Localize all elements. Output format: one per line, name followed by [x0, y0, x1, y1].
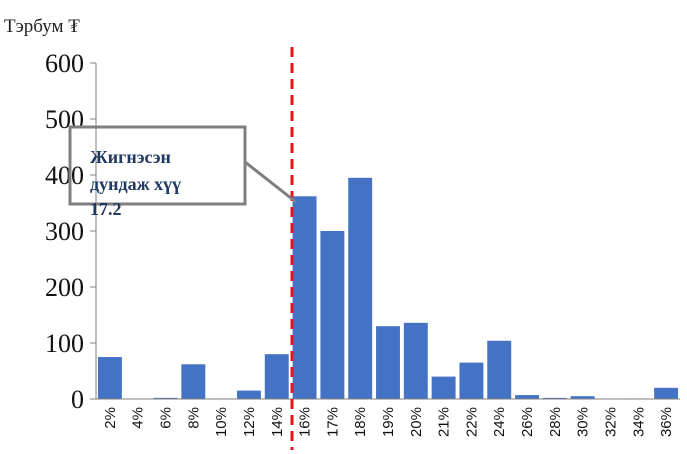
bars: [97, 177, 679, 399]
bar: [570, 396, 595, 399]
bar: [236, 390, 261, 399]
bar: [97, 357, 122, 399]
x-tick-label: 8%: [185, 407, 202, 429]
bar: [431, 376, 456, 399]
callout-box: [68, 125, 247, 206]
bar: [320, 231, 345, 399]
bar: [459, 362, 484, 399]
bar: [264, 354, 289, 399]
bar: [487, 340, 512, 399]
x-tick-label: 20%: [408, 407, 425, 437]
x-tick-label: 24%: [491, 407, 508, 437]
callout-line-2: дундаж хүү: [90, 174, 181, 194]
x-tick-label: 21%: [436, 407, 453, 437]
y-tick-label: 300: [45, 217, 84, 246]
bar: [292, 196, 317, 399]
y-axis: 0 100 200 300 400 500 600: [45, 49, 96, 414]
x-tick-label: 4%: [130, 407, 147, 429]
x-tick-label: 26%: [519, 407, 536, 437]
bar: [376, 326, 400, 399]
bar: [403, 322, 428, 399]
callout-line-3: 17.2: [90, 199, 122, 219]
x-tick-label: 32%: [602, 407, 619, 437]
y-tick-label: 200: [45, 273, 84, 302]
x-axis: 2% 4% 6% 8% 10% 12% 14% 16% 17% 18% 19% 20% 21% 22% 24…: [102, 407, 675, 437]
x-tick-label: 17%: [324, 407, 341, 437]
bar: [181, 364, 206, 399]
x-tick-label: 16%: [297, 407, 314, 437]
x-tick-label: 2%: [102, 407, 119, 429]
y-tick-label: 400: [45, 161, 84, 190]
callout-line-1: Жигнэсэн: [90, 147, 171, 167]
x-tick-label: 6%: [158, 407, 175, 429]
x-tick-label: 19%: [380, 407, 397, 437]
x-tick-label: 34%: [630, 407, 647, 437]
x-tick-label: 30%: [575, 407, 592, 437]
y-tick-label: 0: [71, 385, 84, 414]
x-tick-label: 22%: [463, 407, 480, 437]
y-tick-label: 600: [45, 49, 84, 78]
x-tick-label: 18%: [352, 407, 369, 437]
bar: [542, 397, 567, 399]
bar: [515, 395, 540, 399]
x-tick-label: 14%: [269, 407, 286, 437]
x-tick-label: 10%: [213, 407, 230, 437]
y-tick-label: 500: [45, 105, 84, 134]
x-tick-label: 12%: [241, 407, 258, 437]
bar: [348, 177, 373, 399]
x-tick-label: 28%: [547, 407, 564, 437]
bar: [153, 397, 178, 399]
x-tick-label: 36%: [658, 407, 675, 437]
unit-label: Тэрбум ₮: [4, 16, 80, 37]
y-tick-label: 100: [45, 329, 84, 358]
bar: [654, 387, 679, 399]
callout-connector: [244, 160, 297, 204]
